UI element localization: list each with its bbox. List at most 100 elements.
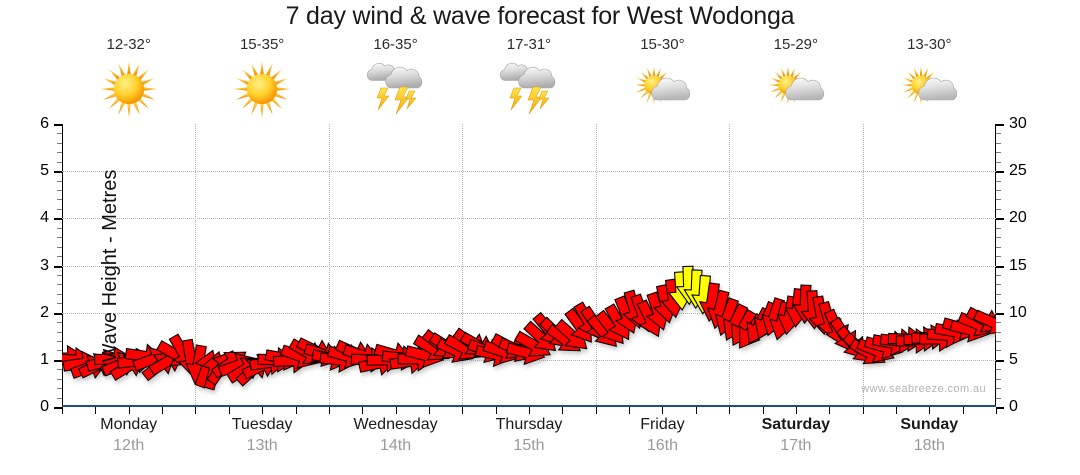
y-axis-right-minor-tick: [996, 237, 1001, 239]
y-axis-left-minor-tick: [57, 369, 62, 371]
y-axis-right-minor-tick: [996, 397, 1001, 399]
y-axis-left-tick-label: 3: [40, 256, 49, 274]
y-axis-left-tick-label: 4: [40, 209, 49, 227]
y-axis-left-tick: [54, 218, 62, 221]
y-axis-left-minor-tick: [57, 293, 62, 295]
y-axis-left-tick: [54, 265, 62, 268]
y-axis-left-minor-tick: [57, 142, 62, 144]
day-footer-tuesday: Tuesday 13th: [195, 414, 328, 457]
y-axis-left-minor-tick: [57, 284, 62, 286]
y-axis-left-tick: [54, 312, 62, 315]
partly-cloudy-icon: [896, 59, 962, 119]
horizontal-gridline: [62, 171, 996, 173]
watermark: www.seabreeze.com.au: [861, 383, 986, 395]
day-footer-sunday: Sunday 18th: [863, 414, 996, 457]
y-axis-left-minor-tick: [57, 256, 62, 258]
y-axis-right-minor-tick: [996, 331, 1001, 333]
y-axis-right-minor-tick: [996, 284, 1001, 286]
y-axis-right-minor-tick: [996, 322, 1001, 324]
day-name: Wednesday: [353, 416, 438, 433]
day-temperature-range: 15-35°: [239, 36, 285, 53]
day-header-sunday: 13-30°: [863, 36, 996, 119]
day-footer-wednesday: Wednesday 14th: [329, 414, 462, 457]
y-axis-left-minor-tick: [57, 180, 62, 182]
y-axis-right-tick: [996, 171, 1004, 174]
day-header-thursday: 17-31°: [462, 36, 595, 119]
x-axis-tick: [595, 407, 597, 414]
day-date: 17th: [780, 437, 812, 454]
day-footer-thursday: Thursday 15th: [462, 414, 595, 457]
x-axis-tick: [695, 407, 697, 414]
y-axis-left-minor-tick: [57, 350, 62, 352]
y-axis-right-tick-label: 10: [1009, 303, 1027, 321]
day-temperature-range: 15-30°: [640, 36, 685, 53]
x-axis-tick: [629, 407, 631, 414]
day-divider-gridline: [862, 124, 864, 407]
day-date: 14th: [379, 437, 412, 454]
day-header-strip: 12-32° 15-35° 16-35°: [62, 36, 996, 124]
y-axis-right-tick-label: 5: [1009, 350, 1018, 368]
partly-cloudy-icon: [629, 59, 695, 119]
y-axis-right-tick: [996, 407, 1004, 409]
horizontal-gridline: [62, 265, 996, 267]
x-axis-tick: [262, 407, 264, 414]
y-axis-left-tick-label: 5: [40, 162, 49, 180]
y-axis-right-minor-tick: [996, 208, 1001, 210]
x-axis-tick: [295, 407, 297, 414]
x-axis-tick: [462, 407, 464, 414]
y-axis-right-minor-tick: [996, 350, 1001, 352]
y-axis-left-minor-tick: [57, 190, 62, 192]
y-axis-right-tick-label: 0: [1009, 398, 1018, 415]
thunderstorm-icon: [496, 59, 562, 119]
y-axis-right-minor-tick: [996, 133, 1001, 135]
day-footer-strip: Monday 12th Tuesday 13th Wednesday 14th Thursd…: [62, 414, 996, 472]
x-axis-tick: [862, 407, 864, 414]
sunny-icon: [229, 59, 295, 119]
horizontal-gridline: [62, 312, 996, 314]
y-axis-right-tick: [996, 312, 1004, 315]
day-date: 18th: [913, 437, 945, 454]
y-axis-right-minor-tick: [996, 303, 1001, 305]
y-axis-right-minor-tick: [996, 152, 1001, 154]
x-axis-tick: [829, 407, 831, 414]
day-name: Monday: [100, 416, 158, 433]
y-axis-left-tick-label: 2: [40, 303, 49, 321]
day-divider-gridline: [595, 124, 597, 407]
y-axis-right-minor-tick: [996, 161, 1001, 163]
x-axis-tick: [395, 407, 397, 414]
day-footer-friday: Friday 16th: [596, 414, 729, 457]
day-header-saturday: 15-29°: [729, 36, 862, 119]
day-temperature-range: 12-32°: [106, 36, 151, 53]
y-axis-left-minor-tick: [57, 199, 62, 201]
thunderstorm-icon: [363, 59, 429, 119]
y-axis-right-minor-tick: [996, 190, 1001, 192]
x-axis-tick: [662, 407, 664, 414]
y-axis-right-minor-tick: [996, 256, 1001, 258]
y-axis-right-minor-tick: [996, 369, 1001, 371]
y-axis-right-minor-tick: [996, 340, 1001, 342]
day-date: 13th: [246, 437, 278, 454]
day-name: Sunday: [900, 416, 959, 433]
day-divider-gridline: [195, 124, 197, 407]
y-axis-right-minor-tick: [996, 180, 1001, 182]
x-axis-tick: [895, 407, 897, 414]
day-divider-gridline: [462, 124, 464, 407]
day-name: Thursday: [495, 416, 563, 433]
day-divider-gridline: [729, 124, 731, 407]
x-axis-tick: [795, 407, 797, 414]
x-axis-tick: [128, 407, 130, 414]
day-name: Friday: [640, 416, 685, 433]
y-axis-right-tick: [996, 359, 1004, 362]
y-axis-left-minor-tick: [57, 152, 62, 154]
y-axis-right-tick: [996, 218, 1004, 221]
y-axis-right-tick-label: 15: [1009, 256, 1027, 274]
page-title: 7 day wind & wave forecast for West Wodo…: [285, 2, 795, 30]
y-axis-left-minor-tick: [57, 340, 62, 342]
y-axis-right-tick-label: 20: [1009, 209, 1027, 227]
day-header-monday: 12-32°: [62, 36, 195, 119]
y-axis-right-minor-tick: [996, 274, 1001, 276]
y-axis-left-minor-tick: [57, 227, 62, 229]
x-axis-tick: [162, 407, 164, 414]
day-date: 16th: [646, 437, 678, 454]
